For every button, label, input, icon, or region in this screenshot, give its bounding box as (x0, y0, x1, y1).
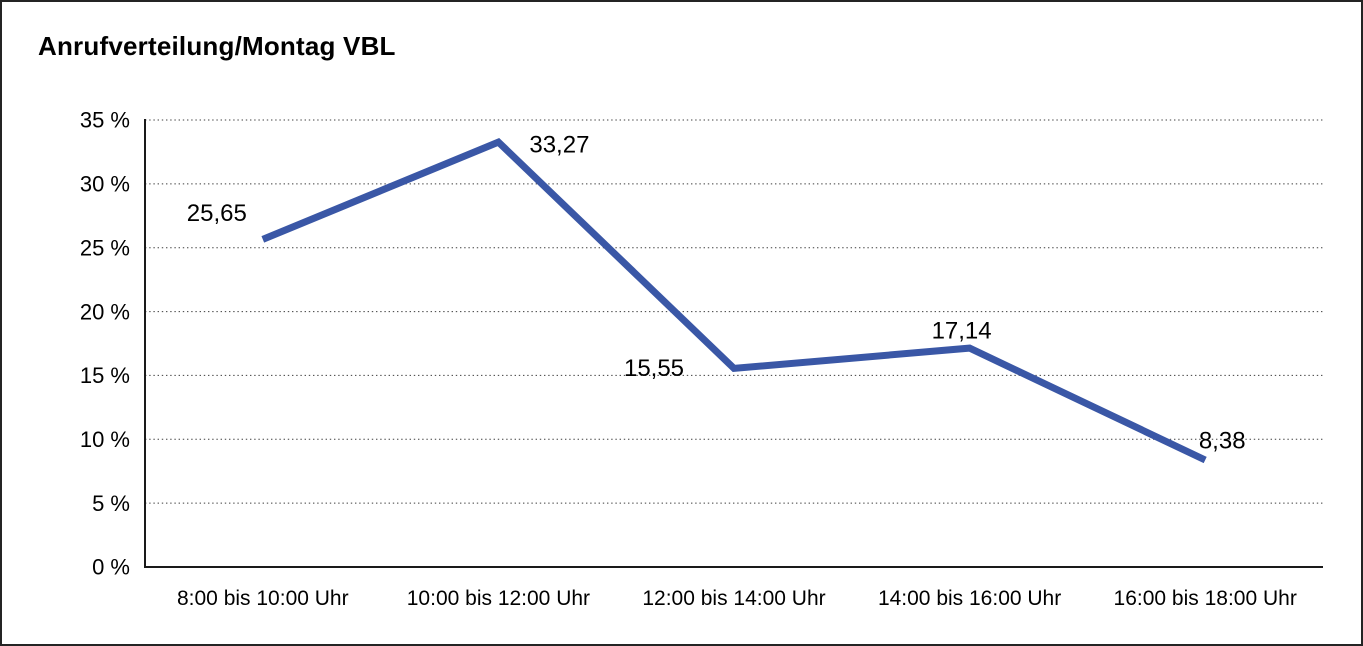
x-axis-category-label: 16:00 bis 18:00 Uhr (1114, 587, 1297, 610)
x-axis-category-label: 8:00 bis 10:00 Uhr (177, 587, 349, 610)
y-axis-tick-label: 20 % (80, 299, 130, 324)
y-axis-tick-label: 5 % (92, 491, 130, 516)
data-point-label: 17,14 (932, 317, 992, 344)
x-axis-category-label: 10:00 bis 12:00 Uhr (407, 587, 590, 610)
data-point-label: 8,38 (1199, 427, 1246, 454)
y-axis-tick-label: 25 % (80, 235, 130, 260)
x-axis-category-label: 12:00 bis 14:00 Uhr (642, 587, 825, 610)
data-point-label: 15,55 (624, 355, 684, 382)
data-point-label: 25,65 (187, 200, 247, 227)
series-line (261, 137, 1207, 464)
chart-title: Anrufverteilung/Montag VBL (38, 31, 396, 61)
y-axis-tick-label: 15 % (80, 363, 130, 388)
y-axis-tick-label: 0 % (92, 555, 130, 580)
y-axis-tick-label: 35 % (80, 108, 130, 133)
data-point-label: 33,27 (529, 131, 589, 158)
y-axis-tick-label: 30 % (80, 172, 130, 197)
x-axis-category-label: 14:00 bis 16:00 Uhr (878, 587, 1061, 610)
y-axis-tick-label: 10 % (80, 427, 130, 452)
